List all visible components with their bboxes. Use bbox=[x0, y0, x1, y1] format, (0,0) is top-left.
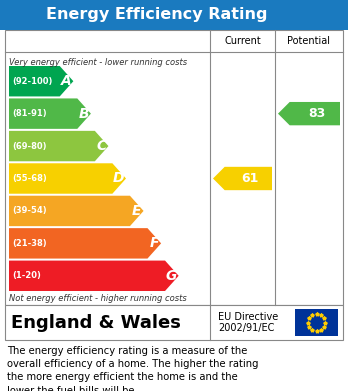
Bar bbox=[0, 0, 348, 30]
Text: D: D bbox=[112, 172, 124, 185]
Polygon shape bbox=[9, 196, 143, 226]
Text: E: E bbox=[132, 204, 142, 218]
Text: B: B bbox=[78, 107, 89, 121]
Polygon shape bbox=[9, 99, 91, 129]
Text: Very energy efficient - lower running costs: Very energy efficient - lower running co… bbox=[9, 58, 187, 67]
Text: G: G bbox=[165, 269, 176, 283]
Text: Not energy efficient - higher running costs: Not energy efficient - higher running co… bbox=[9, 294, 187, 303]
Polygon shape bbox=[9, 66, 73, 97]
Text: A: A bbox=[61, 74, 71, 88]
Text: EU Directive: EU Directive bbox=[218, 312, 278, 323]
Text: Potential: Potential bbox=[287, 36, 331, 46]
Polygon shape bbox=[213, 167, 272, 190]
Text: (81-91): (81-91) bbox=[12, 109, 47, 118]
Bar bbox=[5, 30, 343, 305]
Text: C: C bbox=[96, 139, 106, 153]
Text: 83: 83 bbox=[308, 107, 325, 120]
Text: F: F bbox=[150, 236, 159, 250]
Polygon shape bbox=[9, 260, 179, 291]
Text: (55-68): (55-68) bbox=[12, 174, 47, 183]
Text: The energy efficiency rating is a measure of the
overall efficiency of a home. T: The energy efficiency rating is a measur… bbox=[7, 346, 259, 391]
Polygon shape bbox=[9, 131, 109, 161]
Text: Current: Current bbox=[224, 36, 261, 46]
Polygon shape bbox=[9, 228, 161, 258]
Text: (69-80): (69-80) bbox=[12, 142, 47, 151]
Polygon shape bbox=[278, 102, 340, 126]
Bar bbox=[5, 305, 343, 340]
Text: England & Wales: England & Wales bbox=[11, 314, 181, 332]
Text: 61: 61 bbox=[242, 172, 259, 185]
Text: (39-54): (39-54) bbox=[12, 206, 47, 215]
Text: 2002/91/EC: 2002/91/EC bbox=[218, 323, 274, 334]
Bar bbox=[295, 309, 338, 336]
Text: (1-20): (1-20) bbox=[12, 271, 41, 280]
Text: (92-100): (92-100) bbox=[12, 77, 53, 86]
Text: (21-38): (21-38) bbox=[12, 239, 47, 248]
Polygon shape bbox=[9, 163, 126, 194]
Text: Energy Efficiency Rating: Energy Efficiency Rating bbox=[46, 7, 267, 23]
